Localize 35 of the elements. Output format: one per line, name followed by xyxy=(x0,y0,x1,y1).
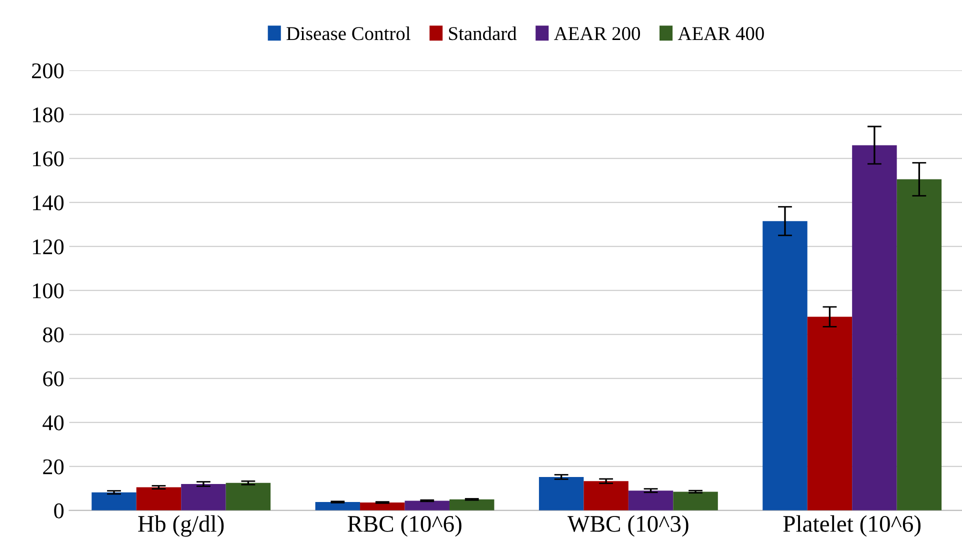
bar xyxy=(181,484,226,510)
x-tick-label: Hb (g/dl) xyxy=(138,515,224,537)
bar xyxy=(673,492,718,510)
y-tick-label: 160 xyxy=(33,151,64,166)
y-tick-label: 80 xyxy=(43,327,64,342)
bar xyxy=(360,502,405,510)
x-tick-label: RBC (10^6) xyxy=(348,515,462,537)
y-tick-label: 40 xyxy=(42,415,64,430)
bar xyxy=(449,499,494,510)
y-tick-label: 100 xyxy=(33,283,64,298)
bar xyxy=(628,490,674,510)
bar xyxy=(538,476,584,510)
x-tick-label: Platelet (10^6) xyxy=(783,515,921,537)
bar xyxy=(226,482,271,510)
bar xyxy=(896,179,942,510)
y-tick-label: 200 xyxy=(32,63,64,78)
bar xyxy=(315,502,360,510)
y-tick-label: 60 xyxy=(43,371,64,386)
legend-label: AEAR 400 xyxy=(678,27,764,40)
bar xyxy=(762,221,808,510)
legend-label: AEAR 200 xyxy=(554,27,640,40)
y-tick-label: 20 xyxy=(43,459,64,474)
legend-label: Standard xyxy=(449,26,517,40)
bar xyxy=(584,481,628,510)
legend-label: Disease Control xyxy=(286,26,410,40)
y-tick-label: 180 xyxy=(33,107,64,122)
bar xyxy=(92,492,136,510)
bar xyxy=(852,145,897,510)
y-tick-label: 0 xyxy=(54,503,64,518)
bar xyxy=(404,500,450,510)
bar xyxy=(136,487,182,510)
bar xyxy=(807,316,852,510)
x-tick-label: WBC (10^3) xyxy=(567,515,688,537)
y-tick-label: 140 xyxy=(33,195,64,210)
y-tick-label: 120 xyxy=(33,239,64,254)
